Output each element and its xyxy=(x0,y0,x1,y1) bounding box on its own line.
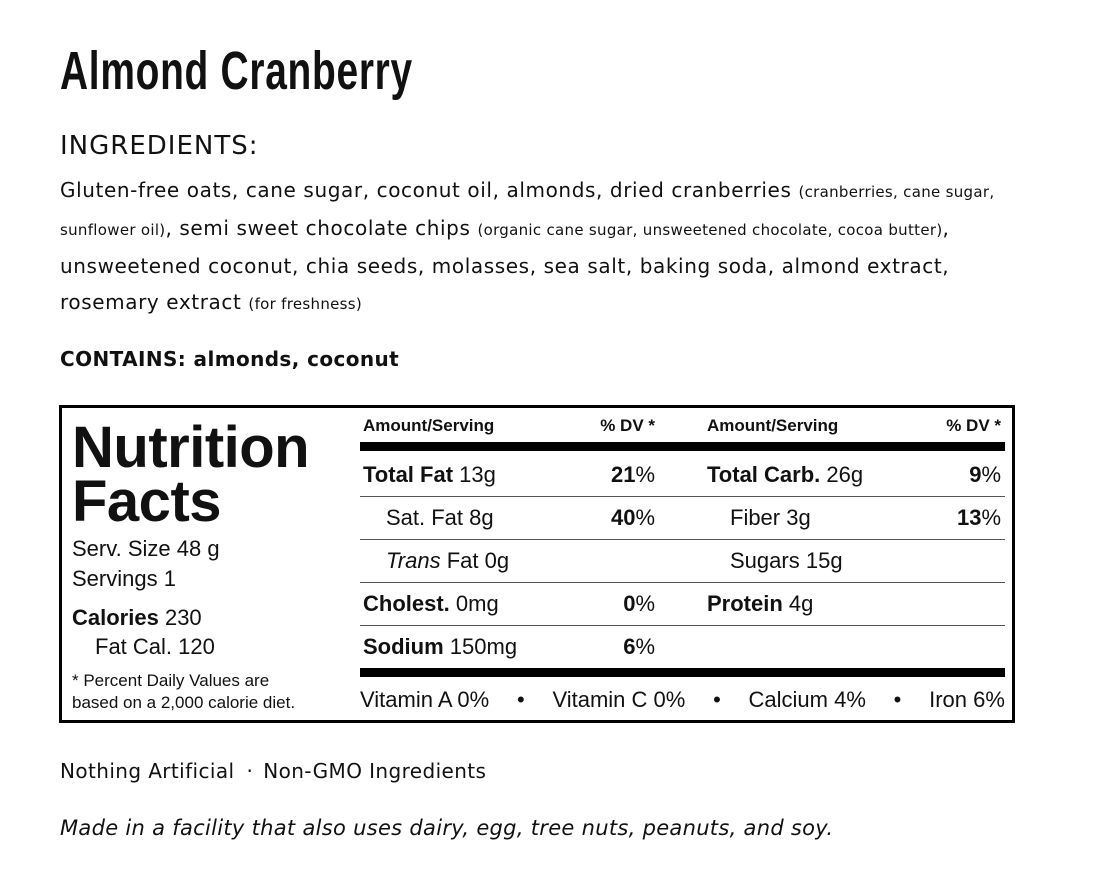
disclaimer: Made in a facility that also uses dairy,… xyxy=(60,816,834,840)
dv-percent: % xyxy=(635,591,655,616)
row-rule xyxy=(360,582,1005,583)
footnote: * Percent Daily Values are xyxy=(72,671,270,690)
nutrient-label: Sodium 150mg xyxy=(363,635,517,659)
claims: Nothing Artificial · Non-GMO Ingredients xyxy=(60,759,486,783)
daily-value: 0% xyxy=(623,592,655,616)
ingredients-part: (cranberries, cane sugar, sunflower oil) xyxy=(60,183,995,239)
contains: CONTAINS: almonds, coconut xyxy=(60,347,399,371)
row-rule xyxy=(360,625,1005,626)
dv-number: 13 xyxy=(956,505,982,530)
nutrient-italic: Trans xyxy=(386,548,441,573)
nutrient-name: Cholest. xyxy=(363,591,450,616)
ingredients-heading: INGREDIENTS: xyxy=(60,131,259,161)
nutrient-name: Total Fat xyxy=(363,462,454,487)
nutrient-label: Sugars 15g xyxy=(730,549,843,573)
nutrient-amount: 8g xyxy=(469,505,494,530)
footnote: based on a 2,000 calorie diet. xyxy=(72,693,296,712)
nutrient-amount: 13g xyxy=(459,462,496,487)
nutrient-name: Sugars xyxy=(730,548,800,573)
ingredients-part: (for freshness) xyxy=(248,295,363,313)
separator: • xyxy=(516,687,525,712)
vitamin: Vitamin C 0% xyxy=(552,687,686,712)
daily-value: 40% xyxy=(611,506,655,530)
calories: Calories 230 xyxy=(72,606,202,630)
ingredients-part: (organic cane sugar, unsweetened chocola… xyxy=(477,221,943,239)
daily-value: 9% xyxy=(969,463,1001,487)
separator: · xyxy=(246,759,254,783)
calories-value: 230 xyxy=(164,605,202,630)
nutrition-heading: Nutrition xyxy=(72,415,310,480)
vitamin: Iron 6% xyxy=(929,687,1005,712)
separator: • xyxy=(713,687,721,712)
contains-text: almonds, coconut xyxy=(193,347,400,371)
ingredients-part: , semi sweet chocolate chips xyxy=(165,216,471,240)
servings: Servings 1 xyxy=(72,566,176,591)
claim: Non-GMO Ingredients xyxy=(263,759,487,783)
ingredients-part: , unsweetened coconut, chia seeds, molas… xyxy=(60,216,950,314)
column-header: % DV * xyxy=(600,416,655,435)
dv-percent: % xyxy=(635,462,655,487)
nutrient-amount: 3g xyxy=(786,505,811,530)
nutrition-box xyxy=(59,405,1015,723)
daily-value: 6% xyxy=(623,635,655,659)
dv-number: 6 xyxy=(623,634,636,659)
nutrient-name: Total Carb. xyxy=(707,462,821,487)
nutrient-name: Fat xyxy=(446,548,479,573)
nutrient-label: Total Carb. 26g xyxy=(707,463,863,487)
column-header: Amount/Serving xyxy=(707,416,839,435)
ingredients-part: Gluten-free oats, cane sugar, coconut oi… xyxy=(60,178,792,202)
column-header: % DV * xyxy=(946,416,1001,435)
nutrient-name: Sodium xyxy=(363,634,444,659)
dv-percent: % xyxy=(635,634,655,659)
daily-value: 13% xyxy=(957,506,1001,530)
daily-value: 21% xyxy=(611,463,655,487)
dv-number: 0 xyxy=(623,591,636,616)
nutrient-amount: 0g xyxy=(484,548,510,573)
product-title: Almond Cranberry xyxy=(60,41,413,101)
nutrient-name: Sat. Fat xyxy=(386,505,464,530)
nutrient-label: Protein 4g xyxy=(707,592,813,616)
contains-label: CONTAINS: xyxy=(60,347,187,371)
nutrient-amount: 15g xyxy=(805,548,843,573)
row-rule xyxy=(360,496,1005,497)
vitamin: Calcium 4% xyxy=(748,687,866,712)
dv-number: 40 xyxy=(610,505,636,530)
nutrient-amount: 4g xyxy=(788,591,814,616)
fat-calories-value: 120 xyxy=(178,634,215,659)
vitamins: Vitamin A 0% • Vitamin C 0% • Calcium 4% • Iro… xyxy=(360,688,1005,712)
nutrient-amount: 150mg xyxy=(449,634,518,659)
nutrition-heading: Facts xyxy=(72,469,222,534)
thick-bar xyxy=(360,442,1005,451)
fat-calories: Fat Cal. 120 xyxy=(95,635,215,659)
claim: Nothing Artificial xyxy=(60,759,235,783)
dv-percent: % xyxy=(981,505,1001,530)
calories-label: Calories xyxy=(72,605,159,630)
serving-size: Serv. Size 48 g xyxy=(72,536,220,561)
vitamin: Vitamin A 0% xyxy=(360,687,490,712)
column-header: Amount/Serving xyxy=(363,416,495,435)
nutrient-name: Protein xyxy=(707,591,783,616)
nutrient-label: Sat. Fat 8g xyxy=(386,506,494,530)
nutrient-label: Trans Fat 0g xyxy=(386,549,509,573)
dv-percent: % xyxy=(981,462,1001,487)
dv-percent: % xyxy=(635,505,655,530)
separator: • xyxy=(893,687,902,712)
row-rule xyxy=(360,539,1005,540)
thick-bar xyxy=(360,668,1005,677)
nutrient-label: Fiber 3g xyxy=(730,506,811,530)
nutrient-label: Total Fat 13g xyxy=(363,463,496,487)
dv-number: 9 xyxy=(969,462,982,487)
ingredients-text: Gluten-free oats, cane sugar, coconut oi… xyxy=(60,172,1020,322)
fat-calories-label: Fat Cal. xyxy=(95,634,173,659)
dv-number: 21 xyxy=(610,462,636,487)
nutrient-label: Cholest. 0mg xyxy=(363,592,499,616)
nutrient-name: Fiber xyxy=(730,505,781,530)
nutrient-amount: 26g xyxy=(826,462,864,487)
nutrient-amount: 0mg xyxy=(455,591,499,616)
